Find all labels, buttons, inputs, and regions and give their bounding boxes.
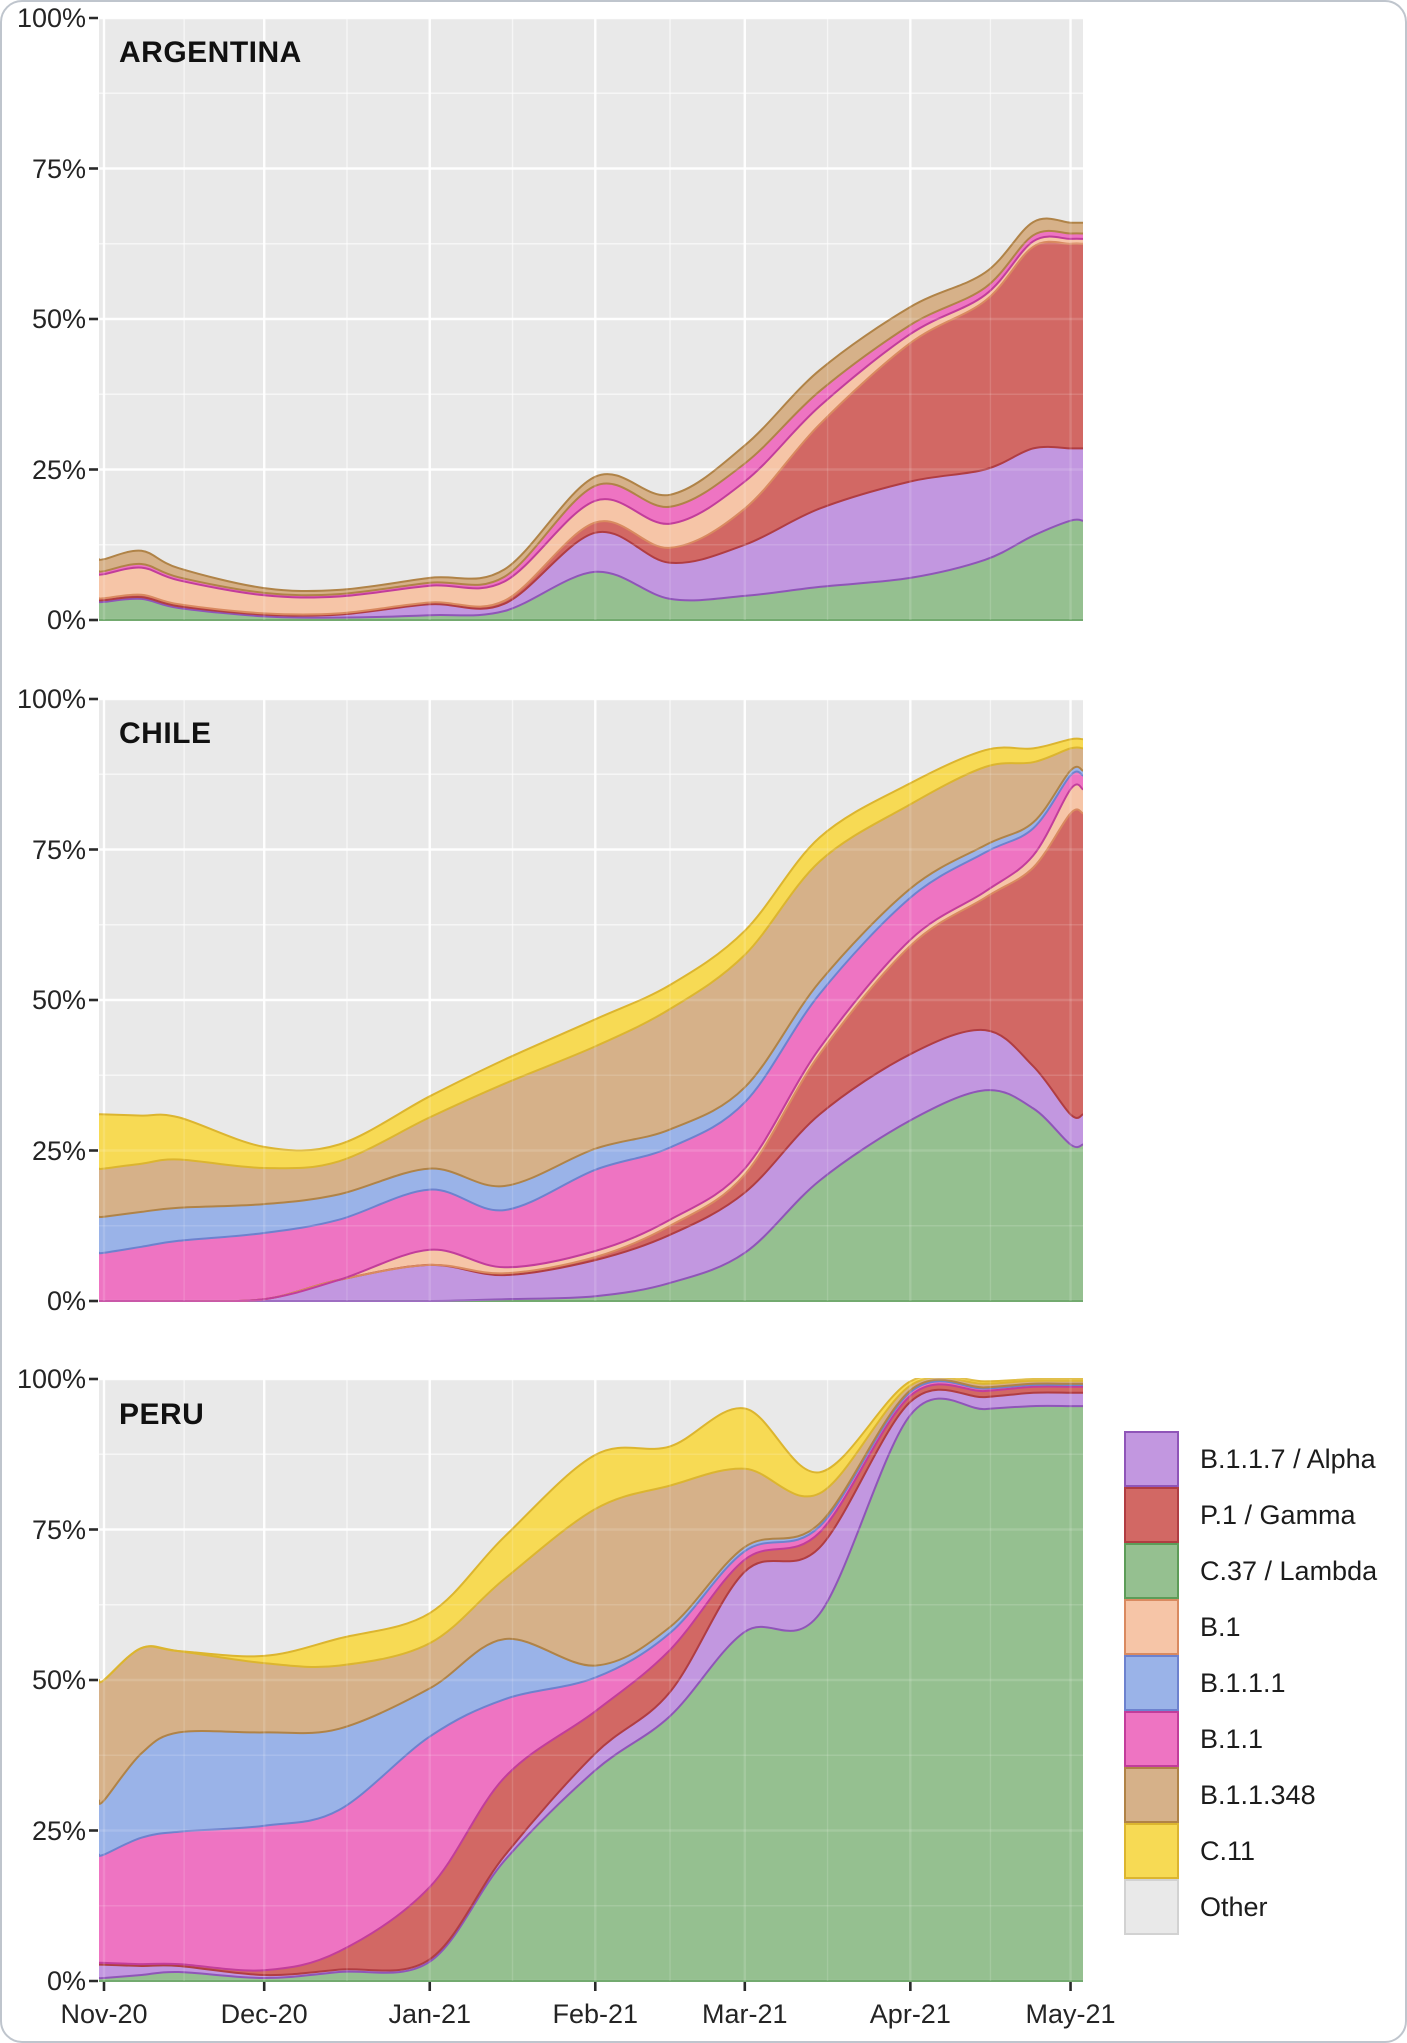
- panel-title-peru: PERU: [119, 1398, 205, 1431]
- y-tick-label: 75%: [31, 1514, 86, 1545]
- legend-swatch-b11: [1124, 1710, 1179, 1767]
- area-argentina-lambda: [99, 519, 1083, 620]
- area-chile-c11: [99, 738, 1083, 1169]
- y-tick-label: 100%: [16, 1364, 86, 1394]
- legend-item-alpha: B.1.1.7 / Alpha: [1124, 1430, 1377, 1487]
- y-tick-label: 25%: [31, 1815, 86, 1846]
- y-tick-label: 100%: [16, 3, 86, 33]
- edge-peru-b111: [99, 1380, 1083, 1857]
- area-argentina-alpha: [99, 446, 1083, 618]
- y-tick-label: 25%: [31, 1135, 86, 1166]
- y-tick-label: 50%: [31, 1665, 86, 1695]
- legend-label-b11: B.1.1: [1200, 1723, 1264, 1754]
- y-tick-label: 0%: [46, 1966, 86, 1996]
- area-chile-b11: [99, 771, 1083, 1302]
- legend-swatch-gamma: [1124, 1486, 1179, 1543]
- legend-label-gamma: P.1 / Gamma: [1200, 1499, 1356, 1530]
- legend-item-lambda: C.37 / Lambda: [1124, 1542, 1378, 1599]
- area-peru-b11: [99, 1381, 1083, 1971]
- legend-label-b111: B.1.1.1: [1200, 1667, 1286, 1698]
- x-tick-label: May-21: [1025, 1999, 1116, 2029]
- edge-argentina-b11: [99, 235, 1083, 599]
- legend-item-b11348: B.1.1.348: [1124, 1766, 1377, 1823]
- legend-item-b1: B.1: [1124, 1598, 1377, 1655]
- panel-title-argentina: ARGENTINA: [119, 36, 302, 69]
- area-argentina-gamma: [99, 241, 1083, 616]
- legend-item-c11: C.11: [1124, 1822, 1377, 1879]
- area-peru-alpha: [99, 1389, 1083, 1979]
- variant-legend: B.1.1.7 / Alpha P.1 / Gamma C.37 / Lambda B…: [1124, 1430, 1378, 1935]
- legend-swatch-b111: [1124, 1654, 1179, 1711]
- edge-argentina-b1: [99, 240, 1083, 616]
- legend-label-lambda: C.37 / Lambda: [1200, 1555, 1378, 1586]
- edge-peru-b11: [99, 1383, 1083, 1972]
- area-chile-gamma: [99, 809, 1083, 1302]
- y-tick-label: 75%: [31, 834, 86, 865]
- edge-peru-b11348: [99, 1378, 1083, 1805]
- area-peru-lambda: [99, 1398, 1083, 1981]
- edge-chile-c11: [99, 746, 1083, 1170]
- panel-chile: [99, 698, 1083, 1302]
- edge-chile-b111: [99, 770, 1083, 1255]
- legend-swatch-other: [1124, 1878, 1179, 1935]
- legend-swatch-alpha: [1124, 1430, 1179, 1487]
- edge-chile-b11348: [99, 765, 1083, 1219]
- legend-item-other: Other: [1124, 1878, 1377, 1935]
- area-chile-b111: [99, 766, 1083, 1254]
- edge-top-argentina: [99, 217, 1083, 593]
- legend-swatch-b1: [1124, 1598, 1179, 1655]
- legend-swatch-c11: [1124, 1822, 1179, 1879]
- legend-item-gamma: P.1 / Gamma: [1124, 1486, 1377, 1543]
- legend-label-b11348: B.1.1.348: [1200, 1779, 1316, 1810]
- legend-label-alpha: B.1.1.7 / Alpha: [1200, 1443, 1376, 1474]
- y-tick-label: 50%: [31, 985, 86, 1015]
- panel-title-chile: CHILE: [119, 717, 212, 750]
- edge-argentina-gamma: [99, 445, 1083, 617]
- area-peru-b11348: [99, 1378, 1083, 1804]
- edge-argentina-alpha: [99, 518, 1083, 619]
- y-tick-label: 0%: [46, 605, 86, 635]
- panel-peru: [99, 1378, 1083, 1982]
- edge-peru-gamma: [99, 1388, 1083, 1977]
- edge-argentina-b11348: [99, 229, 1083, 597]
- legend-swatch-b11348: [1124, 1766, 1179, 1823]
- legend-label-c11: C.11: [1200, 1835, 1256, 1866]
- area-chile-b11348: [99, 747, 1083, 1218]
- area-chile-lambda: [99, 1090, 1083, 1302]
- legend-label-b1: B.1: [1200, 1611, 1241, 1642]
- x-tick-label: Dec-20: [220, 1999, 308, 2029]
- y-tick-label: 0%: [46, 1286, 86, 1316]
- y-tick-label: 100%: [16, 684, 86, 714]
- x-tick-label: Feb-21: [552, 1999, 639, 2029]
- edge-chile-b11: [99, 783, 1083, 1302]
- edge-top-chile: [99, 737, 1083, 1152]
- legend-item-b111: B.1.1.1: [1124, 1654, 1377, 1711]
- x-tick-label: Jan-21: [388, 1999, 472, 2029]
- y-tick-label: 75%: [31, 153, 86, 184]
- edge-peru-alpha: [99, 1397, 1083, 1980]
- y-tick-label: 25%: [31, 454, 86, 485]
- legend-swatch-lambda: [1124, 1542, 1179, 1599]
- x-tick-label: Nov-20: [60, 1999, 148, 2029]
- area-peru-b111: [99, 1379, 1083, 1856]
- y-tick-label: 50%: [31, 304, 86, 334]
- area-chile-alpha: [99, 1029, 1083, 1302]
- panel-argentina: [99, 17, 1083, 621]
- edge-top-peru: [99, 1378, 1083, 1684]
- x-tick-label: Apr-21: [869, 1999, 951, 2029]
- x-tick-label: Mar-21: [702, 1999, 788, 2029]
- legend-item-b11: B.1.1: [1124, 1710, 1377, 1767]
- legend-label-other: Other: [1200, 1891, 1268, 1922]
